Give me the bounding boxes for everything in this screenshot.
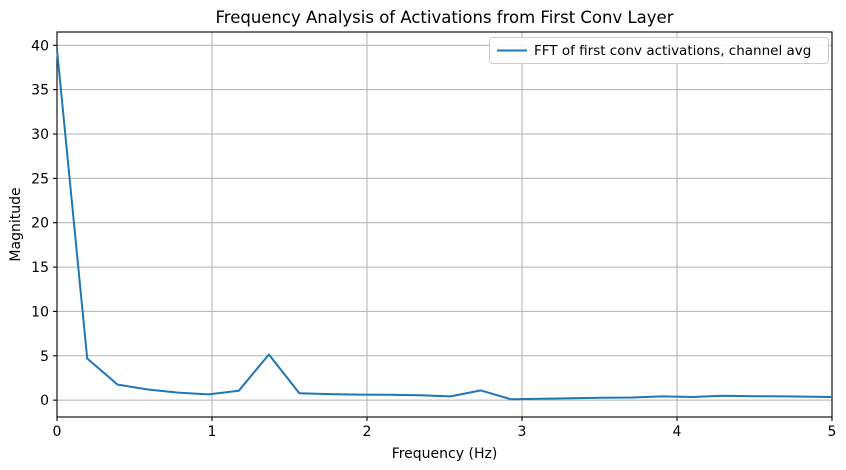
y-tick-label: 40 <box>31 38 49 54</box>
series-line <box>56 49 833 401</box>
y-tick-label: 5 <box>40 349 49 365</box>
plot-area: 0 1 2 3 4 5 0 5 10 15 20 25 30 35 40 <box>31 31 837 440</box>
x-tick-label: 1 <box>208 424 217 440</box>
chart-title: Frequency Analysis of Activations from F… <box>215 8 673 27</box>
legend: FFT of first conv activations, channel a… <box>489 37 829 64</box>
x-tick-label: 3 <box>518 424 527 440</box>
y-tick-label: 15 <box>31 260 49 276</box>
x-tick-label: 2 <box>363 424 372 440</box>
x-tick-label: 4 <box>673 424 682 440</box>
x-tick-label: 5 <box>828 424 837 440</box>
y-tick-label: 10 <box>31 304 49 320</box>
y-tick-label: 20 <box>31 216 49 232</box>
x-axis-label: Frequency (Hz) <box>392 446 498 462</box>
y-tick-label: 35 <box>31 83 49 99</box>
y-axis-label: Magnitude <box>8 187 24 261</box>
legend-label: FFT of first conv activations, channel a… <box>534 43 811 59</box>
x-tick-label: 0 <box>53 424 62 440</box>
y-tick-label: 30 <box>31 127 49 143</box>
y-tick-label: 25 <box>31 171 49 187</box>
legend-box <box>489 37 829 64</box>
axes-spines <box>56 31 833 418</box>
y-tick-label: 0 <box>40 393 49 409</box>
